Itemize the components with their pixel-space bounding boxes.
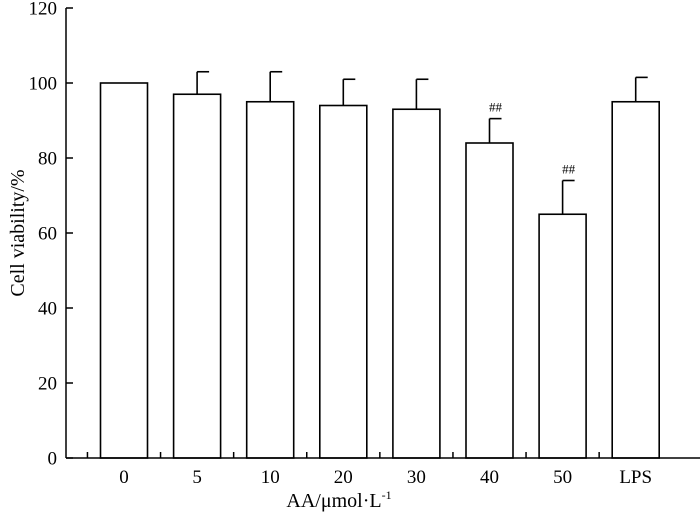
bar-5 bbox=[172, 93, 222, 459]
x-axis-title: AA/μmol·L-1 bbox=[286, 488, 391, 512]
significance-mark-50: ## bbox=[562, 162, 576, 177]
bar-20 bbox=[318, 104, 368, 459]
error-bars-layer bbox=[196, 70, 648, 215]
y-tick-label: 120 bbox=[29, 0, 58, 20]
x-axis-title-superscript: -1 bbox=[382, 488, 392, 502]
x-tick-label-20: 20 bbox=[334, 467, 353, 488]
bar-30 bbox=[392, 108, 441, 459]
x-axis-title-main: AA/μmol·L bbox=[286, 490, 381, 512]
x-tick-label-30: 30 bbox=[407, 467, 426, 488]
x-tick-label-40: 40 bbox=[480, 467, 499, 488]
x-tick-label-5: 5 bbox=[192, 467, 202, 488]
y-tick-label: 20 bbox=[38, 374, 57, 395]
significance-mark-40: ## bbox=[489, 100, 503, 115]
x-tick-label-10: 10 bbox=[261, 467, 280, 488]
y-tick-label: 60 bbox=[38, 224, 57, 245]
y-tick-label: 80 bbox=[38, 149, 57, 170]
bar-LPS bbox=[611, 100, 661, 459]
x-tick-label-LPS: LPS bbox=[619, 467, 652, 488]
y-axis-title: Cell viability/% bbox=[7, 169, 29, 296]
bar-10 bbox=[245, 100, 295, 459]
bar-40 bbox=[465, 142, 514, 459]
y-tick-label: 0 bbox=[48, 449, 58, 470]
y-ticks: 0 20 40 60 80 100 120 bbox=[29, 0, 73, 470]
y-tick-label: 100 bbox=[29, 74, 58, 95]
x-tick-label-50: 50 bbox=[553, 467, 572, 488]
bar-50 bbox=[538, 213, 587, 459]
y-tick-label: 40 bbox=[38, 299, 57, 320]
bar-0 bbox=[99, 82, 149, 459]
annotations-layer: ## ## bbox=[489, 100, 576, 177]
bars-layer bbox=[99, 82, 661, 459]
x-ticks: 0 5 10 20 30 40 50 LPS bbox=[86, 452, 652, 488]
x-tick-label-0: 0 bbox=[119, 467, 129, 488]
